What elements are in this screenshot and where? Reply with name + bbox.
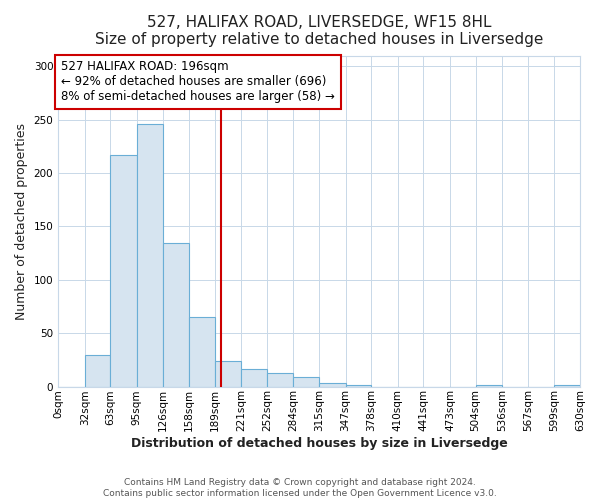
Bar [85,354,110,386]
Text: 527 HALIFAX ROAD: 196sqm
← 92% of detached houses are smaller (696)
8% of semi-d: 527 HALIFAX ROAD: 196sqm ← 92% of detach… [61,60,335,104]
Title: 527, HALIFAX ROAD, LIVERSEDGE, WF15 8HL
Size of property relative to detached ho: 527, HALIFAX ROAD, LIVERSEDGE, WF15 8HL … [95,15,543,48]
Y-axis label: Number of detached properties: Number of detached properties [15,122,28,320]
Bar [293,377,319,386]
Bar [137,124,163,386]
Bar [163,244,189,386]
X-axis label: Distribution of detached houses by size in Liversedge: Distribution of detached houses by size … [131,437,508,450]
Text: Contains HM Land Registry data © Crown copyright and database right 2024.
Contai: Contains HM Land Registry data © Crown c… [103,478,497,498]
Bar [319,384,346,386]
Bar [189,317,215,386]
Bar [241,370,267,386]
Bar [215,361,241,386]
Bar [110,155,137,386]
Bar [267,372,293,386]
